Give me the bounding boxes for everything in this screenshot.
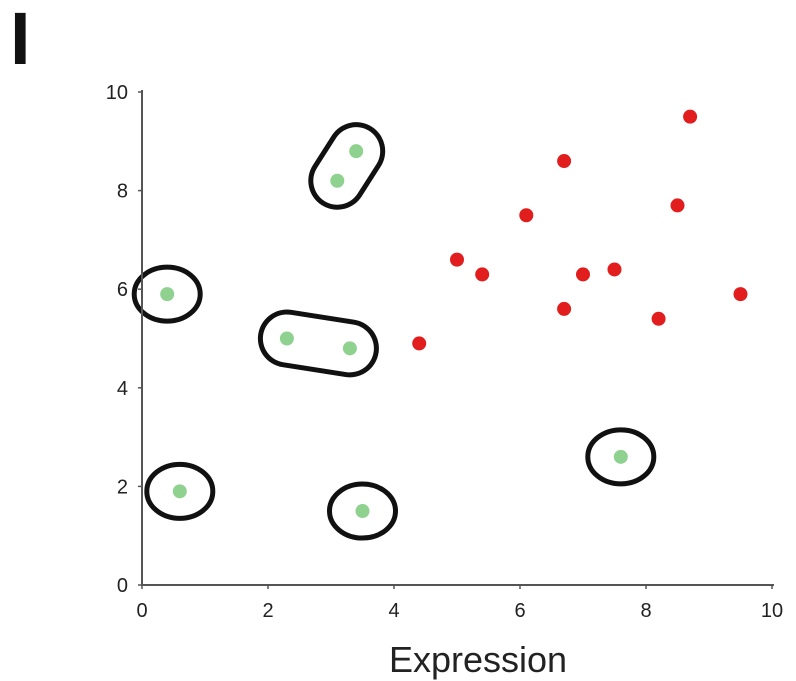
cluster-outline [585,427,657,487]
cluster-outline [131,264,203,324]
red-data-point [670,198,685,213]
y-tick-label: 2 [117,476,128,498]
y-tick-label: 0 [117,575,128,597]
green-data-point [330,173,345,188]
cluster-outline [327,481,398,541]
x-tick-label: 6 [514,600,525,622]
green-data-point [279,331,294,346]
panel-label: I [10,0,31,80]
red-data-point [519,208,534,223]
green-data-point [172,484,187,499]
green-data-point [613,449,628,464]
cluster-outline [144,461,216,521]
y-tick-label: 10 [106,82,128,104]
data-points [160,109,748,519]
y-tick-label: 6 [117,279,128,301]
red-data-point [557,154,572,169]
cluster-outlines [131,122,657,541]
y-tick-label: 8 [117,181,128,203]
red-data-point [412,336,427,351]
axes [141,90,774,586]
red-data-point [576,267,590,282]
green-data-point [342,341,357,356]
red-data-point [557,301,572,316]
red-data-point [607,262,622,277]
red-data-point [683,109,698,124]
red-data-point [651,311,666,326]
x-tick-label: 2 [262,600,273,622]
red-data-point [475,267,490,282]
x-tick-label: 0 [136,600,147,622]
tick-labels: 0 2 4 6 8 10 0 2 4 6 8 10 [106,82,783,622]
y-tick-label: 4 [117,378,128,400]
green-data-point [355,504,370,519]
red-data-point [733,287,748,302]
cluster-outline-fill [262,314,374,373]
red-data-point [450,252,464,267]
green-data-point [160,287,175,302]
x-axis-title: Expression [389,639,567,680]
x-tick-label: 8 [640,600,651,622]
green-data-point [349,144,364,159]
x-tick-label: 10 [761,600,783,622]
x-tick-label: 4 [388,600,399,622]
